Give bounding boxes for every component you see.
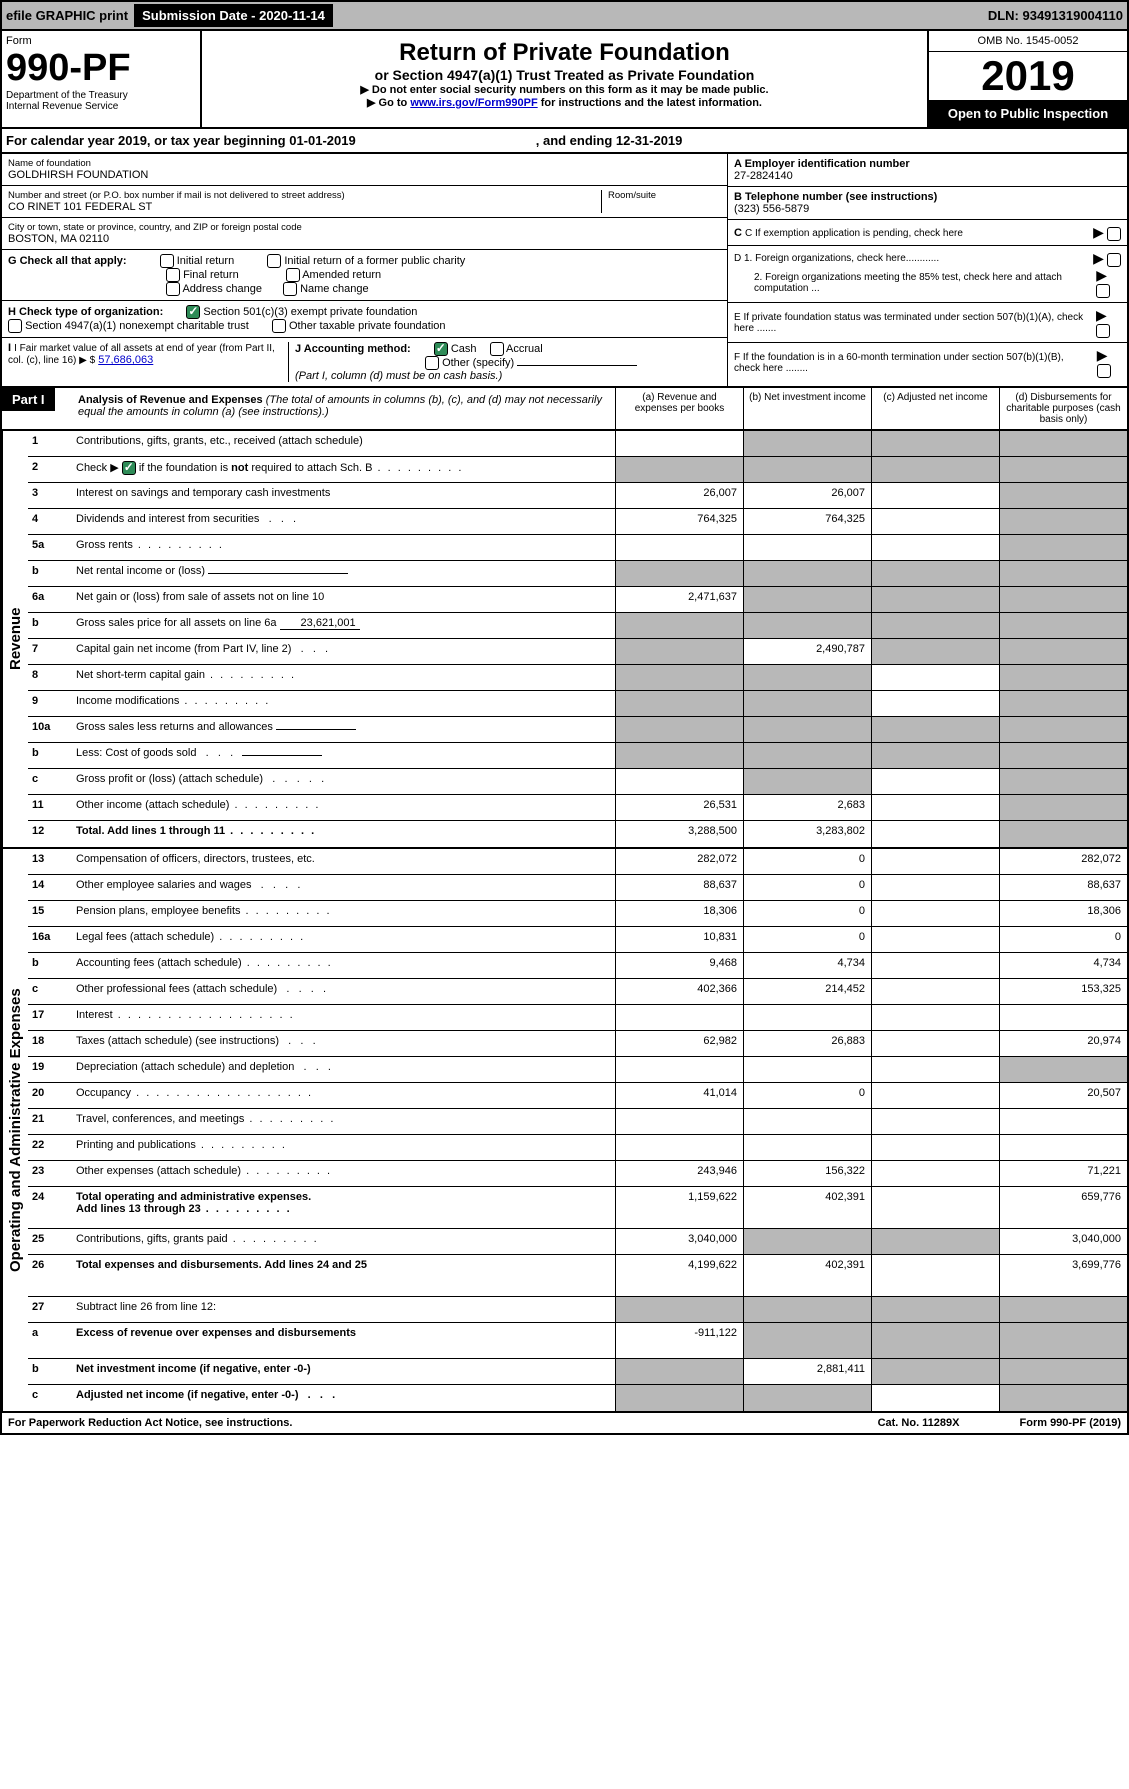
ein-cell: A Employer identification number 27-2824… (728, 154, 1127, 187)
cash-checkbox[interactable] (434, 342, 448, 356)
instruction-1: ▶ Do not enter social security numbers o… (210, 83, 919, 96)
info-left: Name of foundation GOLDHIRSH FOUNDATION … (2, 154, 727, 386)
efile-label: efile GRAPHIC print (6, 8, 128, 23)
phone-cell: B Telephone number (see instructions) (3… (728, 187, 1127, 220)
d1-checkbox[interactable] (1107, 253, 1121, 267)
cat-number: Cat. No. 11289X (878, 1417, 960, 1429)
ein-value: 27-2824140 (734, 170, 793, 182)
expenses-side-label: Operating and Administrative Expenses (2, 849, 28, 1411)
section-g: G Check all that apply: Initial return I… (2, 250, 727, 301)
calendar-year-row: For calendar year 2019, or tax year begi… (0, 129, 1129, 154)
col-d-header: (d) Disbursements for charitable purpose… (999, 388, 1127, 429)
part1-title: Analysis of Revenue and Expenses (The to… (72, 388, 615, 429)
d2-checkbox[interactable] (1096, 284, 1110, 298)
other-method-checkbox[interactable] (425, 356, 439, 370)
submission-date: Submission Date - 2020-11-14 (134, 4, 333, 27)
address-cell: Number and street (or P.O. box number if… (2, 186, 727, 218)
form-header: Form 990-PF Department of the Treasury I… (0, 31, 1129, 129)
name-change-checkbox[interactable] (283, 282, 297, 296)
city-value: BOSTON, MA 02110 (8, 233, 721, 245)
fmv-value[interactable]: 57,686,063 (98, 354, 153, 366)
phone-value: (323) 556-5879 (734, 203, 809, 215)
open-public-label: Open to Public Inspection (929, 100, 1127, 127)
info-grid: Name of foundation GOLDHIRSH FOUNDATION … (0, 154, 1129, 388)
instruction-2: ▶ Go to www.irs.gov/Form990PF for instru… (210, 96, 919, 109)
col-c-header: (c) Adjusted net income (871, 388, 999, 429)
header-right: OMB No. 1545-0052 2019 Open to Public In… (927, 31, 1127, 127)
dln-label: DLN: 93491319004110 (988, 8, 1123, 23)
city-cell: City or town, state or province, country… (2, 218, 727, 250)
omb-number: OMB No. 1545-0052 (929, 31, 1127, 52)
section-f: F If the foundation is in a 60-month ter… (728, 343, 1127, 382)
dept-label: Department of the Treasury Internal Reve… (6, 90, 196, 112)
footer: For Paperwork Reduction Act Notice, see … (0, 1413, 1129, 1435)
4947a1-checkbox[interactable] (8, 319, 22, 333)
section-h: H Check type of organization: Section 50… (2, 301, 727, 338)
schb-checkbox[interactable] (122, 461, 136, 475)
initial-return-checkbox[interactable] (160, 254, 174, 268)
header-left: Form 990-PF Department of the Treasury I… (2, 31, 202, 127)
final-return-checkbox[interactable] (166, 268, 180, 282)
section-c: C C If exemption application is pending,… (728, 220, 1127, 246)
form-ref: Form 990-PF (2019) (1020, 1417, 1122, 1429)
501c3-checkbox[interactable] (186, 305, 200, 319)
form-label: Form (6, 35, 196, 47)
other-taxable-checkbox[interactable] (272, 319, 286, 333)
address-change-checkbox[interactable] (166, 282, 180, 296)
fmv-label: I (8, 342, 11, 354)
col-a-header: (a) Revenue and expenses per books (615, 388, 743, 429)
form-number: 990-PF (6, 47, 196, 90)
part1-header-row: Part I Analysis of Revenue and Expenses … (0, 388, 1129, 431)
address-value: CO RINET 101 FEDERAL ST (8, 201, 601, 213)
foundation-name-cell: Name of foundation GOLDHIRSH FOUNDATION (2, 154, 727, 186)
part1-label: Part I (2, 388, 55, 411)
revenue-section: Revenue 1Contributions, gifts, grants, e… (0, 431, 1129, 849)
info-right: A Employer identification number 27-2824… (727, 154, 1127, 386)
form-title: Return of Private Foundation (210, 39, 919, 67)
c-checkbox[interactable] (1107, 227, 1121, 241)
paperwork-notice: For Paperwork Reduction Act Notice, see … (8, 1417, 292, 1429)
accrual-checkbox[interactable] (490, 342, 504, 356)
foundation-name: GOLDHIRSH FOUNDATION (8, 169, 721, 181)
revenue-side-label: Revenue (2, 431, 28, 847)
header-mid: Return of Private Foundation or Section … (202, 31, 927, 127)
expenses-section: Operating and Administrative Expenses 13… (0, 849, 1129, 1413)
section-ij: I I Fair market value of all assets at e… (2, 338, 727, 386)
f-checkbox[interactable] (1097, 364, 1111, 378)
part1-label-cell: Part I (2, 388, 72, 429)
initial-former-checkbox[interactable] (267, 254, 281, 268)
top-bar: efile GRAPHIC print Submission Date - 20… (0, 0, 1129, 31)
form-subtitle: or Section 4947(a)(1) Trust Treated as P… (210, 67, 919, 83)
irs-link[interactable]: www.irs.gov/Form990PF (410, 97, 537, 109)
col-b-header: (b) Net investment income (743, 388, 871, 429)
section-d: D 1. Foreign organizations, check here..… (728, 246, 1127, 303)
amended-return-checkbox[interactable] (286, 268, 300, 282)
tax-year: 2019 (929, 52, 1127, 100)
e-checkbox[interactable] (1096, 324, 1110, 338)
section-e: E If private foundation status was termi… (728, 303, 1127, 343)
